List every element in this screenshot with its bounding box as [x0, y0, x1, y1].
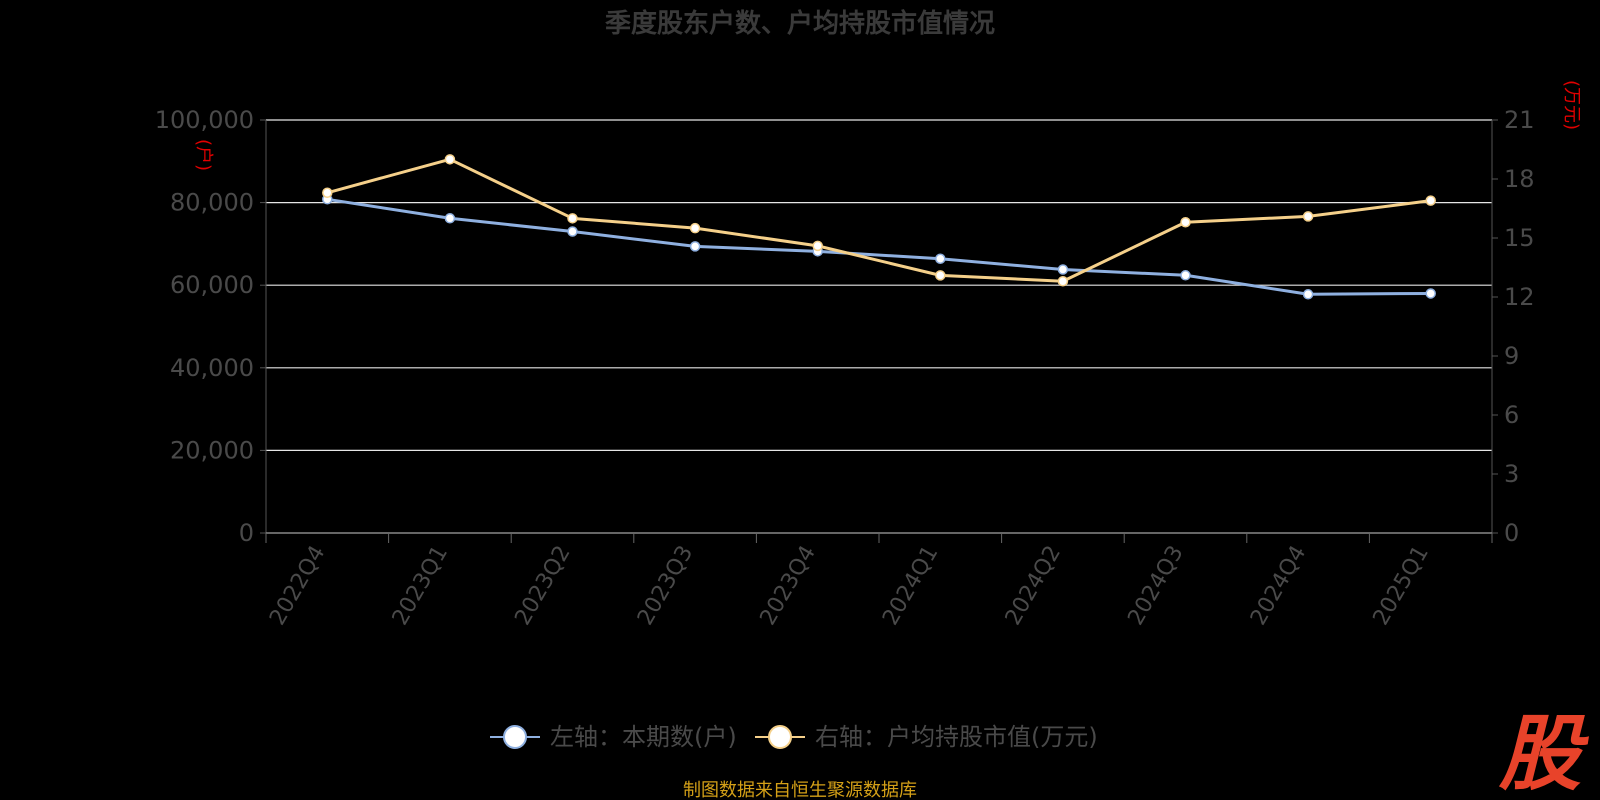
- series-1-point[interactable]: [1180, 217, 1191, 228]
- legend-left-label: 左轴：本期数(户): [550, 723, 737, 751]
- right-tick-label: 0: [1504, 519, 1519, 547]
- series-1-point[interactable]: [444, 154, 456, 165]
- right-tick-label: 6: [1504, 401, 1519, 429]
- x-tick-label: 2024Q1: [878, 542, 943, 630]
- series-0-point[interactable]: [1425, 288, 1436, 299]
- grid-layer: [266, 119, 1492, 451]
- series-line-1: [326, 157, 1431, 283]
- series-0-point[interactable]: [1302, 289, 1314, 300]
- x-tick-label: 2024Q4: [1246, 542, 1311, 630]
- right-axis-unit-label: (万元): [1561, 80, 1582, 130]
- x-tick-label: 2024Q3: [1123, 542, 1188, 630]
- x-tick-label: 2023Q1: [388, 542, 453, 630]
- series-layer: [322, 154, 1436, 300]
- x-tick-label: 2023Q2: [510, 542, 575, 630]
- x-tick-label: 2024Q2: [1001, 542, 1066, 630]
- left-tick-label: 60,000: [170, 271, 254, 299]
- right-tick-label: 15: [1504, 224, 1535, 252]
- series-1-point[interactable]: [567, 213, 578, 224]
- brand-logo: 股: [1498, 707, 1589, 800]
- series-1-point[interactable]: [322, 187, 333, 199]
- series-1-point[interactable]: [1302, 211, 1314, 222]
- series-0-point[interactable]: [1180, 270, 1191, 281]
- legend-left-marker: [503, 725, 527, 749]
- legend-right-marker: [768, 725, 792, 749]
- x-tick-label: 2023Q4: [756, 542, 821, 630]
- series-0-point[interactable]: [1057, 264, 1069, 275]
- series-1-point[interactable]: [689, 222, 701, 234]
- series-0-point[interactable]: [567, 226, 578, 237]
- chart-title: 季度股东户数、户均持股市值情况: [605, 8, 995, 39]
- series-line-0: [327, 197, 1431, 296]
- left-tick-label: 0: [239, 519, 254, 547]
- series-0-point[interactable]: [689, 241, 701, 252]
- right-tick-label: 9: [1504, 342, 1519, 370]
- left-axis-unit-label: (户): [193, 139, 214, 171]
- left-tick-label: 20,000: [170, 436, 254, 464]
- right-tick-label: 18: [1504, 165, 1535, 193]
- legend-item-left[interactable]: 左轴：本期数(户): [490, 723, 737, 751]
- x-tick-label: 2022Q4: [265, 542, 330, 630]
- left-tick-label: 100,000: [155, 106, 254, 134]
- legend-right-label: 右轴：户均持股市值(万元): [815, 723, 1098, 751]
- left-tick-label: 40,000: [170, 354, 254, 382]
- series-1-point[interactable]: [1057, 276, 1069, 287]
- series-1-point[interactable]: [935, 270, 946, 281]
- data-source-note: 制图数据来自恒生聚源数据库: [683, 780, 917, 800]
- legend-item-right[interactable]: 右轴：户均持股市值(万元): [755, 723, 1098, 751]
- series-0-point[interactable]: [935, 253, 946, 265]
- x-tick-label: 2025Q1: [1369, 542, 1434, 630]
- series-1-point[interactable]: [1425, 195, 1436, 206]
- series-0-point[interactable]: [444, 213, 456, 224]
- x-tick-label: 2023Q3: [633, 542, 698, 630]
- right-tick-label: 21: [1504, 106, 1535, 134]
- series-1-point[interactable]: [812, 240, 823, 252]
- legend: 左轴：本期数(户) 右轴：户均持股市值(万元): [490, 723, 1098, 751]
- right-tick-label: 3: [1504, 460, 1519, 488]
- right-tick-label: 12: [1504, 283, 1535, 311]
- left-tick-label: 80,000: [170, 189, 254, 217]
